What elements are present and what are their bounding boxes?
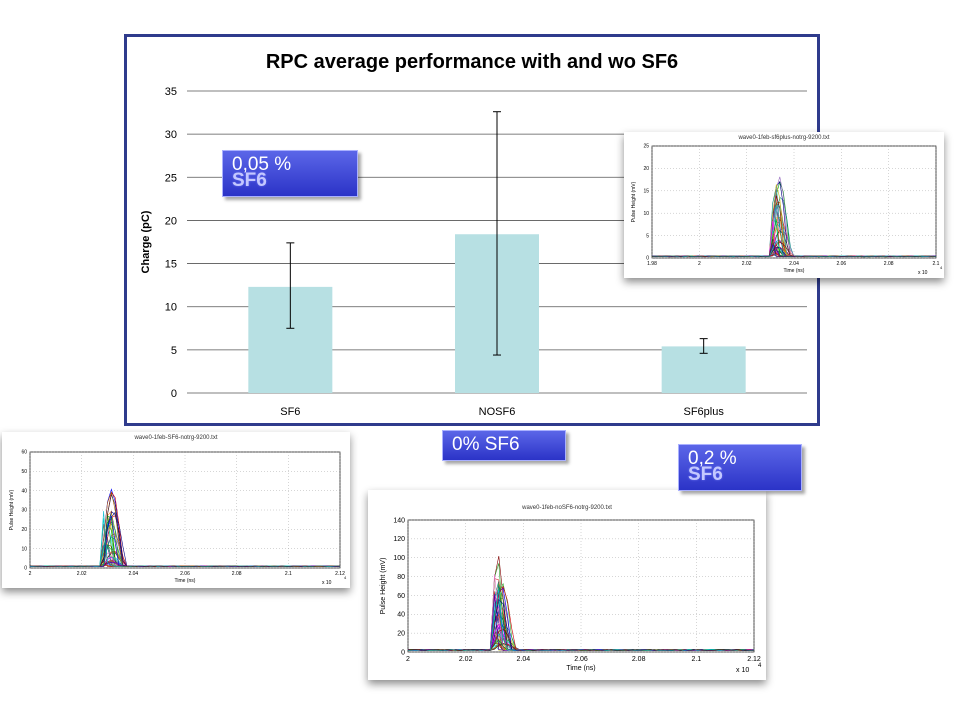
x-tick-label: 2.04: [517, 656, 531, 663]
inset-title: wave0-1feb-noSF6-notrg-9200.txt: [522, 505, 612, 511]
x-multiplier-exp: 4: [344, 575, 347, 580]
y-tick-label: 15: [165, 259, 177, 271]
x-multiplier: x 10: [918, 270, 928, 276]
y-tick-label: 120: [393, 536, 405, 543]
waveform-trace: [29, 493, 341, 568]
plot-area: [651, 145, 937, 259]
y-tick-label: 50: [21, 469, 27, 475]
x-tick-label: 2: [29, 571, 32, 577]
inset-sf6-plot: 2 2.02 2.04 2.06 2.08 2.1 2.12 0 10 20 30 40 50 60 Tim…: [9, 450, 347, 586]
y-tick-label: 100: [393, 555, 405, 562]
inset-title: wave0-1feb-sf6plus-notrg-9200.txt: [738, 135, 830, 141]
inset-sf6plus: wave0-1feb-sf6plus-notrg-9200.txt 1.98 2 2…: [624, 132, 944, 278]
x-tick-label: 2: [406, 656, 410, 663]
x-tick-label: 2.12: [747, 656, 761, 663]
x-tick-label: 2.1: [285, 571, 292, 577]
x-axis-label: Time (ns): [566, 665, 595, 672]
callout-line2: SF6: [688, 464, 723, 485]
x-tick-label: SF6: [280, 406, 300, 418]
y-tick-label: 10: [21, 546, 27, 552]
y-tick-label: 30: [21, 508, 27, 514]
x-tick-label: 2.06: [574, 656, 588, 663]
y-tick-label: 15: [643, 188, 649, 194]
waveform-trace: [407, 643, 755, 651]
callout-line1: 0,05 %: [232, 154, 292, 175]
x-tick-label: 2.02: [77, 571, 87, 577]
x-tick-label: 2.08: [632, 656, 646, 663]
x-tick-label: 1.98: [647, 261, 657, 267]
x-multiplier-exp: 4: [758, 663, 762, 669]
y-tick-label: 35: [165, 86, 177, 98]
x-tick-label: SF6plus: [683, 406, 724, 418]
y-tick-label: 0: [24, 566, 27, 572]
inset-nosf6: wave0-1feb-noSF6-notrg-9200.txt 2 2.02 2.0…: [368, 490, 766, 680]
y-tick-label: 60: [21, 450, 27, 456]
y-tick-label: 5: [646, 233, 649, 239]
y-tick-label: 20: [165, 215, 177, 227]
callout-line1: 0% SF6: [452, 434, 520, 455]
x-axis-label: Time (ns): [175, 578, 196, 584]
y-tick-label: 5: [171, 345, 177, 357]
y-tick-label: 20: [643, 166, 649, 172]
x-tick-label: 2.1: [933, 261, 940, 267]
x-tick-label: NOSF6: [479, 406, 516, 418]
y-tick-label: 20: [21, 527, 27, 533]
x-tick-label: 2.1: [691, 656, 701, 663]
y-tick-label: 0: [171, 388, 177, 400]
y-tick-label: 0: [401, 649, 405, 656]
y-tick-label: 25: [165, 172, 177, 184]
bar: [661, 346, 746, 393]
x-tick-label: 2.12: [335, 571, 345, 577]
y-tick-label: 10: [165, 302, 177, 314]
waveform-trace: [407, 589, 755, 651]
y-tick-label: 40: [21, 488, 27, 494]
y-axis-label: Pulse Height (mV): [380, 558, 387, 615]
waveform-trace: [651, 239, 937, 258]
x-tick-label: 2.04: [789, 261, 799, 267]
main-chart-title: RPC average performance with and wo SF6: [265, 51, 679, 73]
inset-sf6: wave0-1feb-SF6-notrg-9200.txt 2 2.02 2.04 2…: [2, 432, 350, 588]
callout-sf6-005: 0,05 % SF6: [222, 150, 358, 197]
x-tick-label: 2.06: [180, 571, 190, 577]
x-multiplier: x 10: [322, 580, 332, 586]
waveform-traces: [651, 176, 937, 258]
y-tick-label: 60: [397, 593, 405, 600]
x-multiplier-exp: 4: [940, 265, 943, 270]
x-multiplier: x 10: [736, 667, 749, 674]
y-tick-label: 25: [643, 144, 649, 150]
callout-line2: SF6: [232, 170, 267, 191]
waveform-traces: [29, 488, 341, 568]
y-tick-label: 40: [397, 612, 405, 619]
y-axis-label: Pulse Height (mV): [631, 181, 637, 222]
x-tick-label: 2.08: [884, 261, 894, 267]
y-tick-label: 80: [397, 574, 405, 581]
inset-title: wave0-1feb-SF6-notrg-9200.txt: [134, 435, 218, 441]
y-tick-label: 0: [646, 256, 649, 262]
x-tick-label: 2.08: [232, 571, 242, 577]
inset-sf6plus-plot: 1.98 2 2.02 2.04 2.06 2.08 2.1 0 5 10 15 20 25 Time (…: [631, 144, 943, 276]
x-tick-label: 2: [698, 261, 701, 267]
y-axis-label: Charge (pC): [140, 210, 152, 273]
waveform-traces: [407, 555, 755, 651]
x-tick-label: 2.06: [836, 261, 846, 267]
callout-sf6-02: 0,2 % SF6: [678, 444, 802, 491]
y-tick-label: 10: [643, 211, 649, 217]
x-tick-label: 2.02: [742, 261, 752, 267]
x-axis-label: Time (ns): [784, 268, 805, 274]
callout-sf6-0: 0% SF6: [442, 430, 566, 461]
callout-line1: 0,2 %: [688, 448, 737, 469]
y-axis-label: Pulse Height (mV): [9, 489, 15, 530]
y-tick-label: 20: [397, 630, 405, 637]
y-tick-label: 140: [393, 517, 405, 524]
inset-nosf6-plot: 2 2.02 2.04 2.06 2.08 2.1 2.12 0 20 40 60 80 100 120 1…: [380, 517, 762, 674]
x-tick-label: 2.02: [459, 656, 473, 663]
x-tick-label: 2.04: [128, 571, 138, 577]
y-tick-label: 30: [165, 129, 177, 141]
